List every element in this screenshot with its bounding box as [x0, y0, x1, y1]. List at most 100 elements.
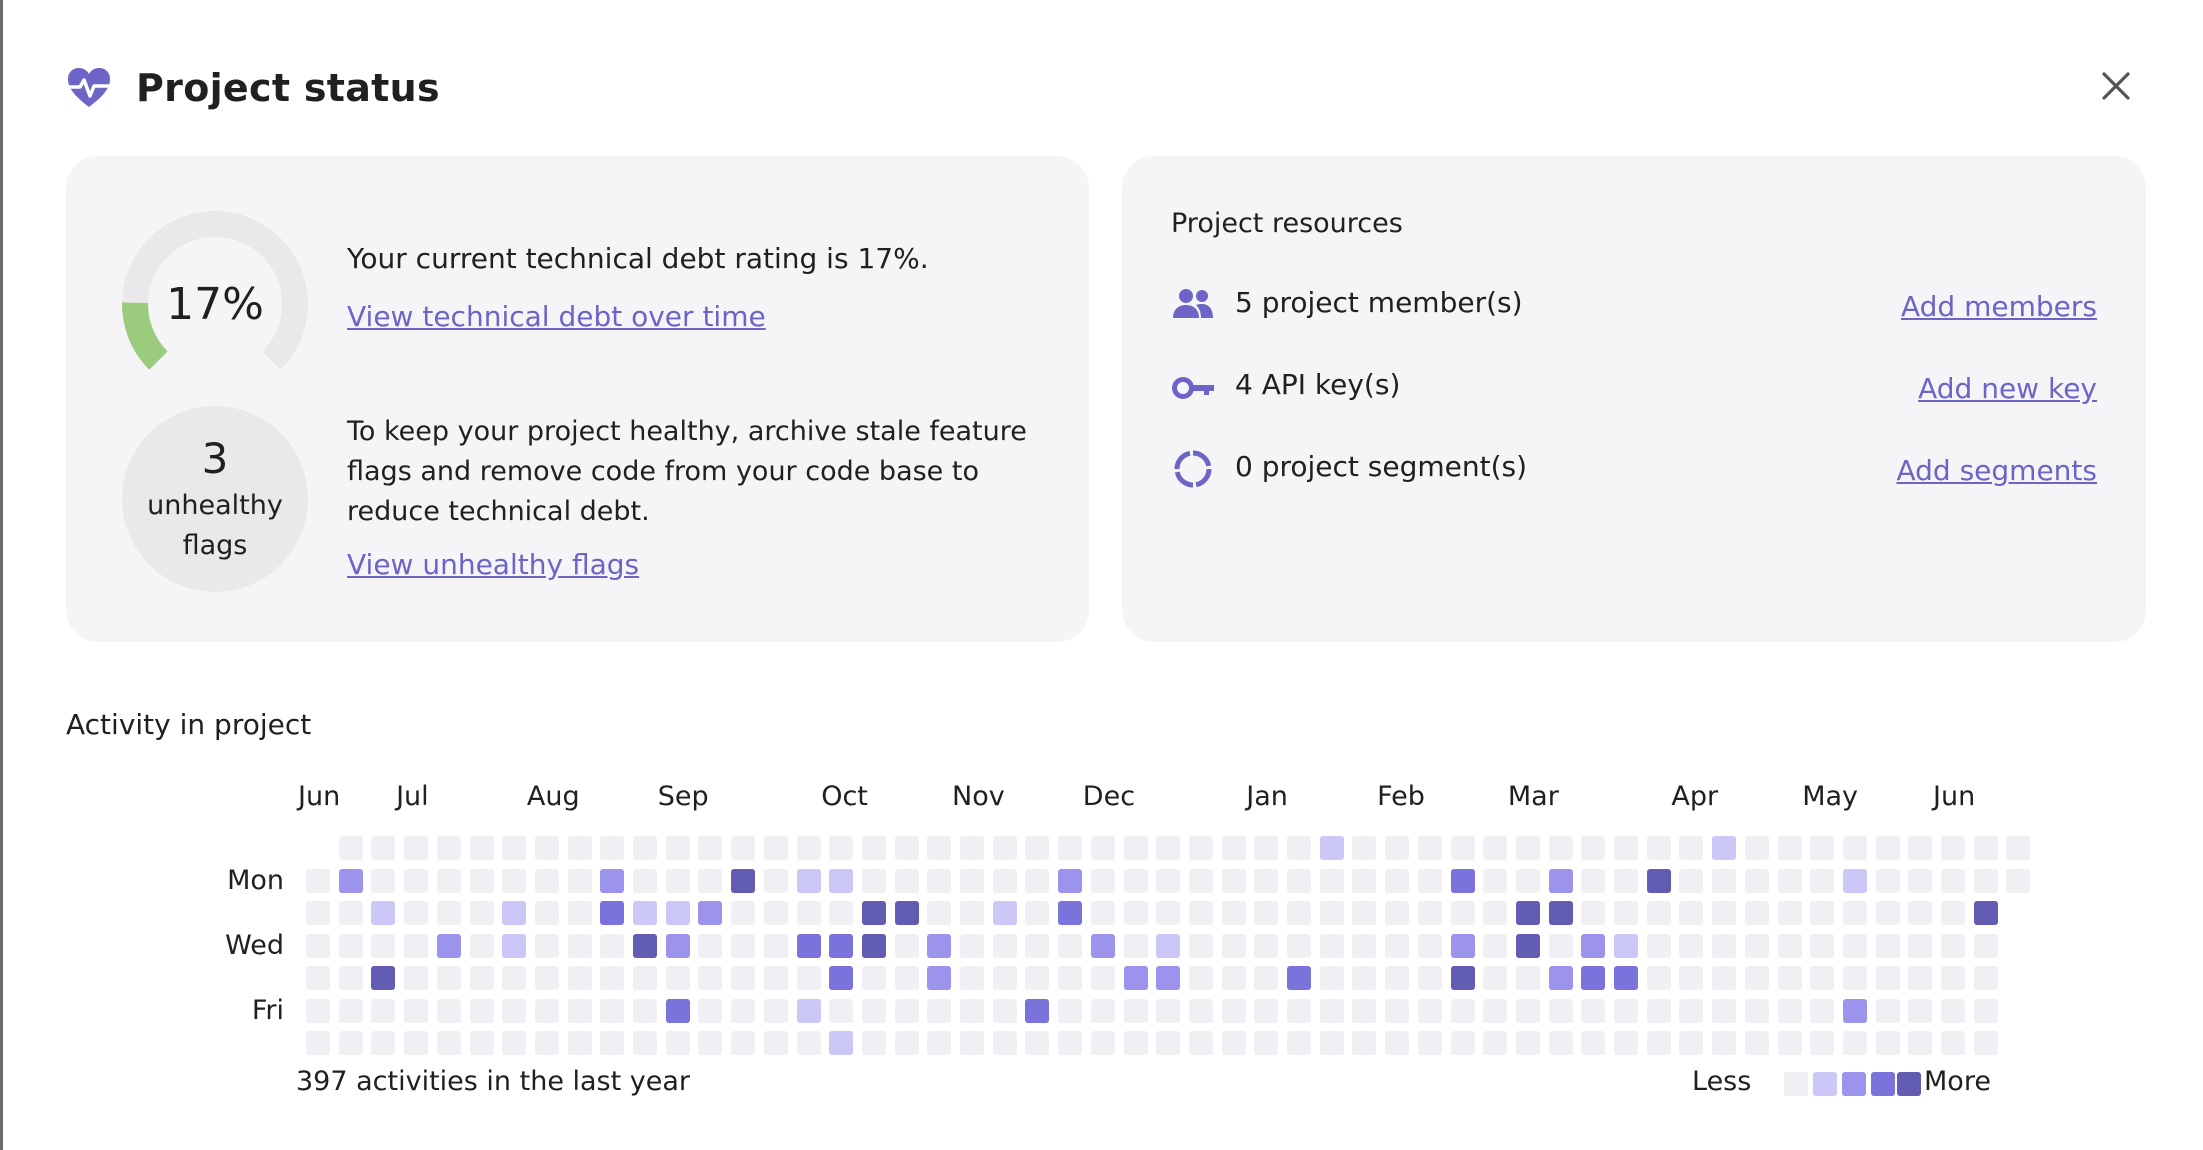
activity-cell-active: [371, 966, 396, 990]
activity-cell: [960, 836, 984, 860]
legend-more-label: More: [1924, 1066, 1991, 1097]
add-members-link[interactable]: Add members: [1901, 290, 2097, 323]
activity-cell: [1319, 1031, 1344, 1055]
day-label: Mon: [227, 864, 284, 896]
activity-cell: [1515, 868, 1540, 893]
unhealthy-flags-label-2: flags: [182, 530, 248, 561]
activity-cell-active: [829, 933, 854, 958]
activity-cell: [1679, 933, 1704, 958]
activity-cell: [1254, 933, 1279, 958]
month-label: Feb: [1377, 781, 1425, 812]
activity-cell: [502, 836, 527, 860]
activity-cell-active: [1548, 868, 1573, 893]
activity-cell-active: [1450, 868, 1475, 893]
activity-cell: [1352, 998, 1377, 1023]
activity-cell-active: [861, 901, 886, 925]
activity-cell: [633, 998, 657, 1023]
activity-cell: [1908, 933, 1933, 958]
activity-cell: [1090, 1031, 1115, 1055]
activity-cell: [1221, 868, 1246, 893]
activity-cell: [1058, 966, 1083, 990]
month-label: Sep: [657, 781, 709, 812]
activity-cell: [1614, 836, 1638, 860]
activity-cell: [1777, 966, 1802, 990]
activity-cell: [894, 868, 919, 893]
activity-cell: [1777, 998, 1802, 1023]
activity-cell: [1123, 836, 1148, 860]
activity-cell: [1744, 966, 1769, 990]
activity-cell: [1123, 998, 1148, 1023]
activity-cell: [1058, 1031, 1083, 1055]
activity-cell-active: [861, 933, 886, 958]
activity-cell: [1287, 868, 1311, 893]
segments-count-text: 0 project segment(s): [1235, 450, 1528, 483]
activity-cell-active: [665, 998, 690, 1023]
activity-cell: [1777, 933, 1802, 958]
activity-cell: [1287, 836, 1311, 860]
activity-cell: [1810, 933, 1835, 958]
activity-cell: [731, 1031, 756, 1055]
key-icon: [1172, 377, 1214, 399]
activity-cell: [1287, 933, 1311, 958]
activity-cell: [1646, 933, 1671, 958]
view-technical-debt-link[interactable]: View technical debt over time: [347, 300, 766, 333]
activity-cell: [404, 998, 429, 1023]
activity-cell: [469, 868, 494, 893]
activity-cell: [1287, 901, 1311, 925]
month-label: Mar: [1507, 781, 1559, 812]
view-unhealthy-flags-link[interactable]: View unhealthy flags: [347, 548, 640, 581]
activity-cell-active: [796, 998, 821, 1023]
activity-cell: [1712, 901, 1737, 925]
activity-cell: [306, 998, 330, 1023]
activity-cell: [1385, 966, 1410, 990]
activity-cell: [927, 901, 952, 925]
activity-cell: [1515, 966, 1540, 990]
activity-cell: [1090, 836, 1115, 860]
activity-cell-active: [1646, 868, 1671, 893]
legend-level-2: [1842, 1072, 1866, 1096]
activity-cell: [1515, 1031, 1540, 1055]
technical-debt-gauge-fill: [122, 302, 168, 370]
activity-cell: [469, 901, 494, 925]
activity-cell: [1352, 1031, 1377, 1055]
activity-cell: [861, 836, 886, 860]
activity-cell-active: [1581, 966, 1606, 990]
close-icon: [2102, 72, 2130, 100]
activity-cell: [1385, 933, 1410, 958]
activity-cell: [1319, 966, 1344, 990]
project-resources-title: Project resources: [1171, 208, 1403, 239]
activity-cell: [534, 1031, 559, 1055]
activity-cell: [731, 998, 756, 1023]
activity-cell: [1385, 868, 1410, 893]
activity-cell: [1352, 933, 1377, 958]
activity-cell: [1483, 901, 1508, 925]
activity-cell: [992, 1031, 1017, 1055]
activity-cell-active: [665, 901, 690, 925]
activity-cell: [1188, 933, 1213, 958]
month-label: Jan: [1246, 781, 1288, 812]
activity-cell-active: [600, 901, 625, 925]
activity-cell: [534, 868, 559, 893]
add-segments-link[interactable]: Add segments: [1896, 454, 2097, 487]
add-new-key-link[interactable]: Add new key: [1918, 372, 2097, 405]
activity-cell: [1908, 966, 1933, 990]
activity-cell: [404, 901, 429, 925]
activity-cell: [1025, 868, 1050, 893]
activity-cell: [1810, 868, 1835, 893]
activity-cell: [665, 1031, 690, 1055]
activity-cell-active: [829, 966, 854, 990]
activity-cell: [1483, 868, 1508, 893]
close-button[interactable]: [2096, 66, 2136, 106]
activity-cell: [1548, 836, 1573, 860]
activity-cell: [1679, 1031, 1704, 1055]
activity-cell: [534, 998, 559, 1023]
activity-cell: [567, 933, 592, 958]
activity-cell: [1090, 998, 1115, 1023]
activity-cell: [1287, 1031, 1311, 1055]
activity-cell-active: [1614, 966, 1638, 990]
dialog-title: Project status: [136, 66, 440, 110]
activity-cell: [1319, 868, 1344, 893]
month-label: Apr: [1671, 781, 1719, 812]
activity-cell: [1450, 836, 1475, 860]
activity-title: Activity in project: [66, 708, 312, 741]
